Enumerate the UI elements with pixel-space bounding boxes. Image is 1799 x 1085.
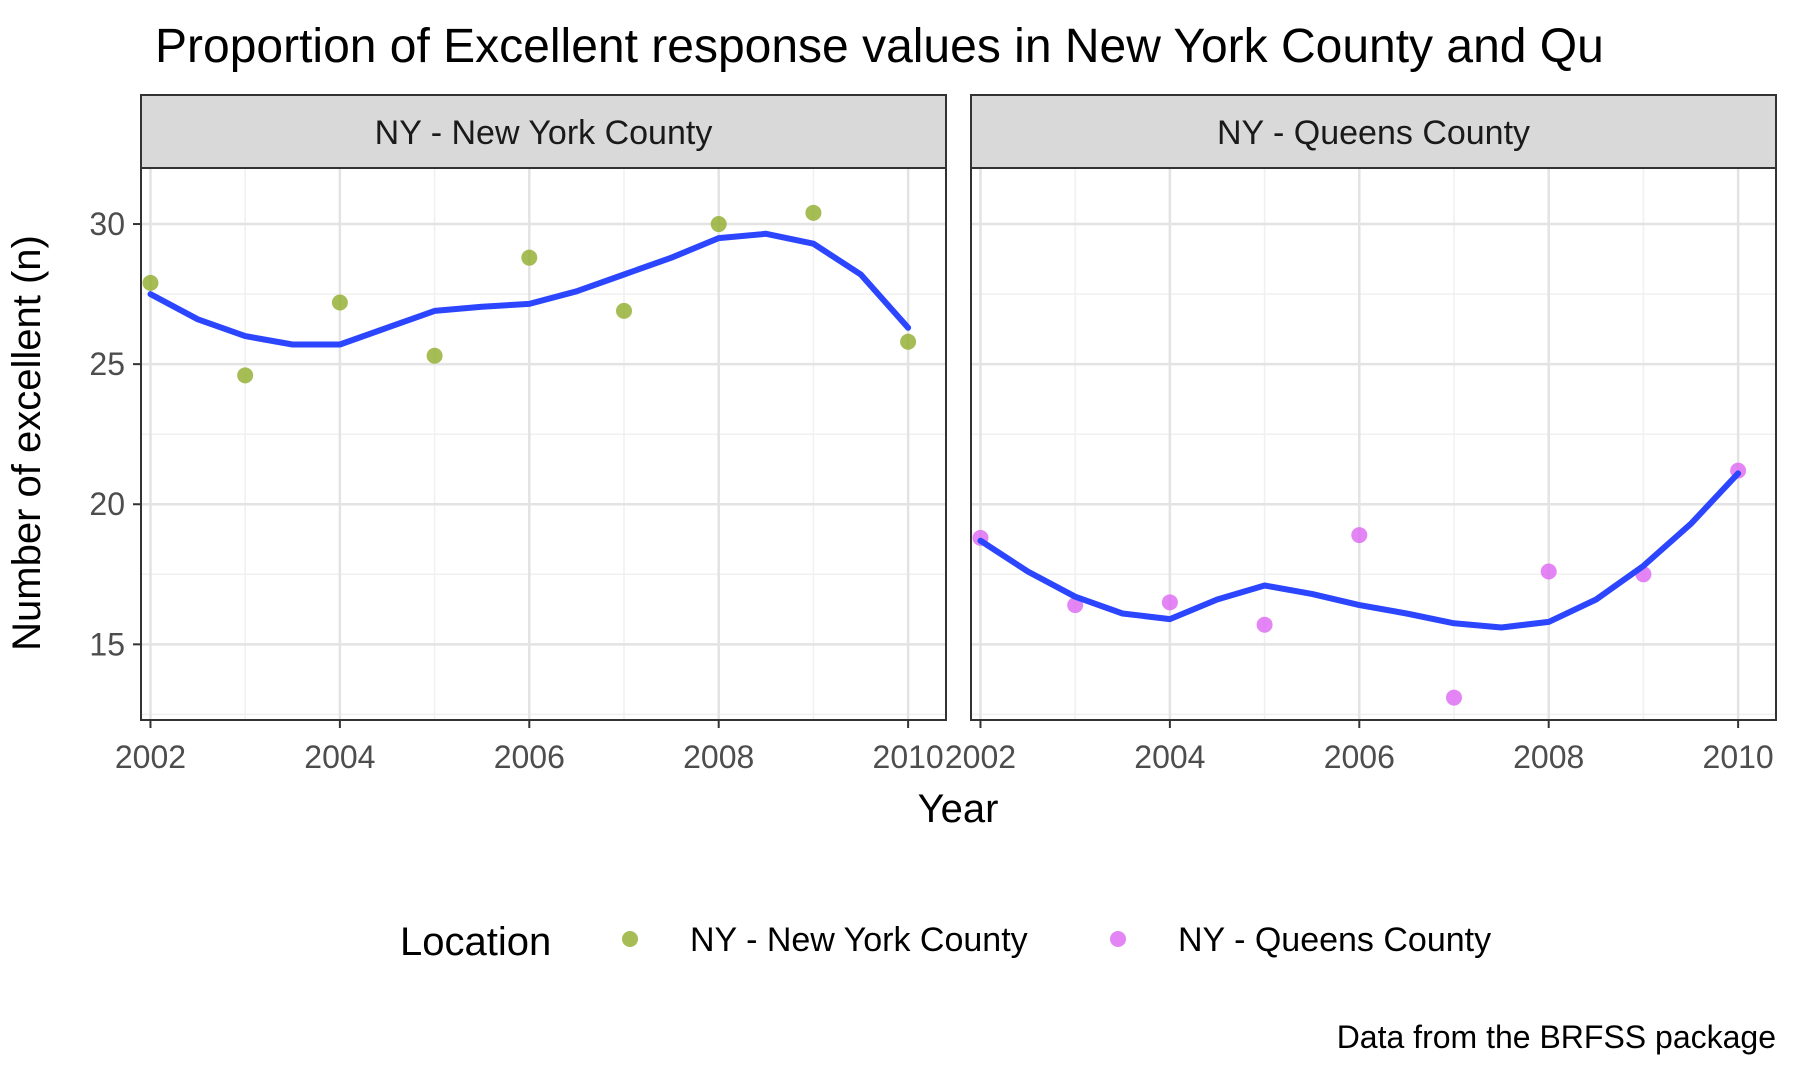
legend-entry: NY - Queens County — [1110, 921, 1491, 959]
x-tick-label: 2008 — [1513, 739, 1584, 775]
data-point — [426, 347, 443, 364]
data-point — [1446, 689, 1462, 706]
chart-caption: Data from the BRFSS package — [1337, 1019, 1776, 1055]
x-tick-label: 2010 — [1703, 739, 1774, 775]
legend: Location NY - New York County NY - Queens… — [400, 920, 1491, 964]
y-axis-label: Number of excellent (n) — [5, 235, 49, 651]
y-tick-label: 30 — [89, 206, 125, 242]
data-point — [805, 204, 822, 221]
data-points — [142, 204, 917, 384]
legend-key — [1110, 931, 1126, 947]
x-tick-label: 2008 — [683, 739, 754, 775]
panel-border — [140, 167, 947, 721]
x-tick-label: 2004 — [1134, 739, 1205, 775]
panels-layer: NY - New York County 2002 2004 2006 2008 2010… — [89, 94, 1777, 775]
legend-key — [622, 931, 638, 947]
plot-background — [141, 168, 946, 720]
data-point — [142, 274, 159, 291]
legend-label: NY - New York County — [690, 921, 1028, 959]
legend-entry: NY - New York County — [622, 921, 1028, 959]
legend-entries: NY - New York County NY - Queens County — [622, 921, 1491, 959]
x-tick-label: 2002 — [115, 739, 186, 775]
x-tick-label: 2004 — [304, 739, 375, 775]
panel-strip-label: NY - Queens County — [1217, 114, 1530, 152]
y-axis: 15 20 25 30 — [89, 206, 141, 662]
x-tick-label: 2002 — [945, 739, 1016, 775]
data-point — [237, 367, 254, 384]
data-point — [521, 249, 538, 266]
x-axis-label: Year — [918, 787, 999, 831]
chart-title: Proportion of Excellent response values … — [155, 20, 1604, 73]
panel-1: NY - New York County 2002 2004 2006 2008 2010… — [89, 94, 947, 775]
grid-lines — [971, 168, 1776, 720]
x-axis: 2002 2004 2006 2008 2010 — [945, 720, 1774, 775]
data-point — [616, 302, 632, 319]
data-point — [900, 333, 917, 350]
panel-2: NY - Queens County 2002 2004 2006 2008 2010 — [945, 94, 1777, 775]
data-point — [1256, 616, 1273, 633]
data-point — [331, 294, 348, 311]
y-tick-label: 25 — [89, 346, 125, 382]
data-point — [710, 216, 727, 233]
data-point — [1540, 563, 1557, 580]
y-tick-label: 20 — [89, 486, 125, 522]
legend-label: NY - Queens County — [1178, 921, 1491, 959]
panel-strip-label: NY - New York County — [375, 114, 713, 152]
panel-strip-bg — [140, 94, 947, 169]
plot-background — [971, 168, 1776, 720]
data-point — [1161, 594, 1178, 611]
x-tick-label: 2010 — [873, 739, 944, 775]
panel-strip-bg — [970, 94, 1777, 169]
panel-border — [970, 167, 1777, 721]
legend-title: Location — [400, 920, 551, 964]
y-tick-label: 15 — [89, 626, 125, 662]
x-tick-label: 2006 — [494, 739, 565, 775]
smooth-line — [977, 470, 1742, 631]
data-point — [1351, 527, 1368, 544]
x-tick-label: 2006 — [1324, 739, 1395, 775]
x-axis: 2002 2004 2006 2008 2010 — [115, 720, 944, 775]
smooth-line — [147, 230, 912, 348]
grid-lines — [141, 168, 946, 720]
